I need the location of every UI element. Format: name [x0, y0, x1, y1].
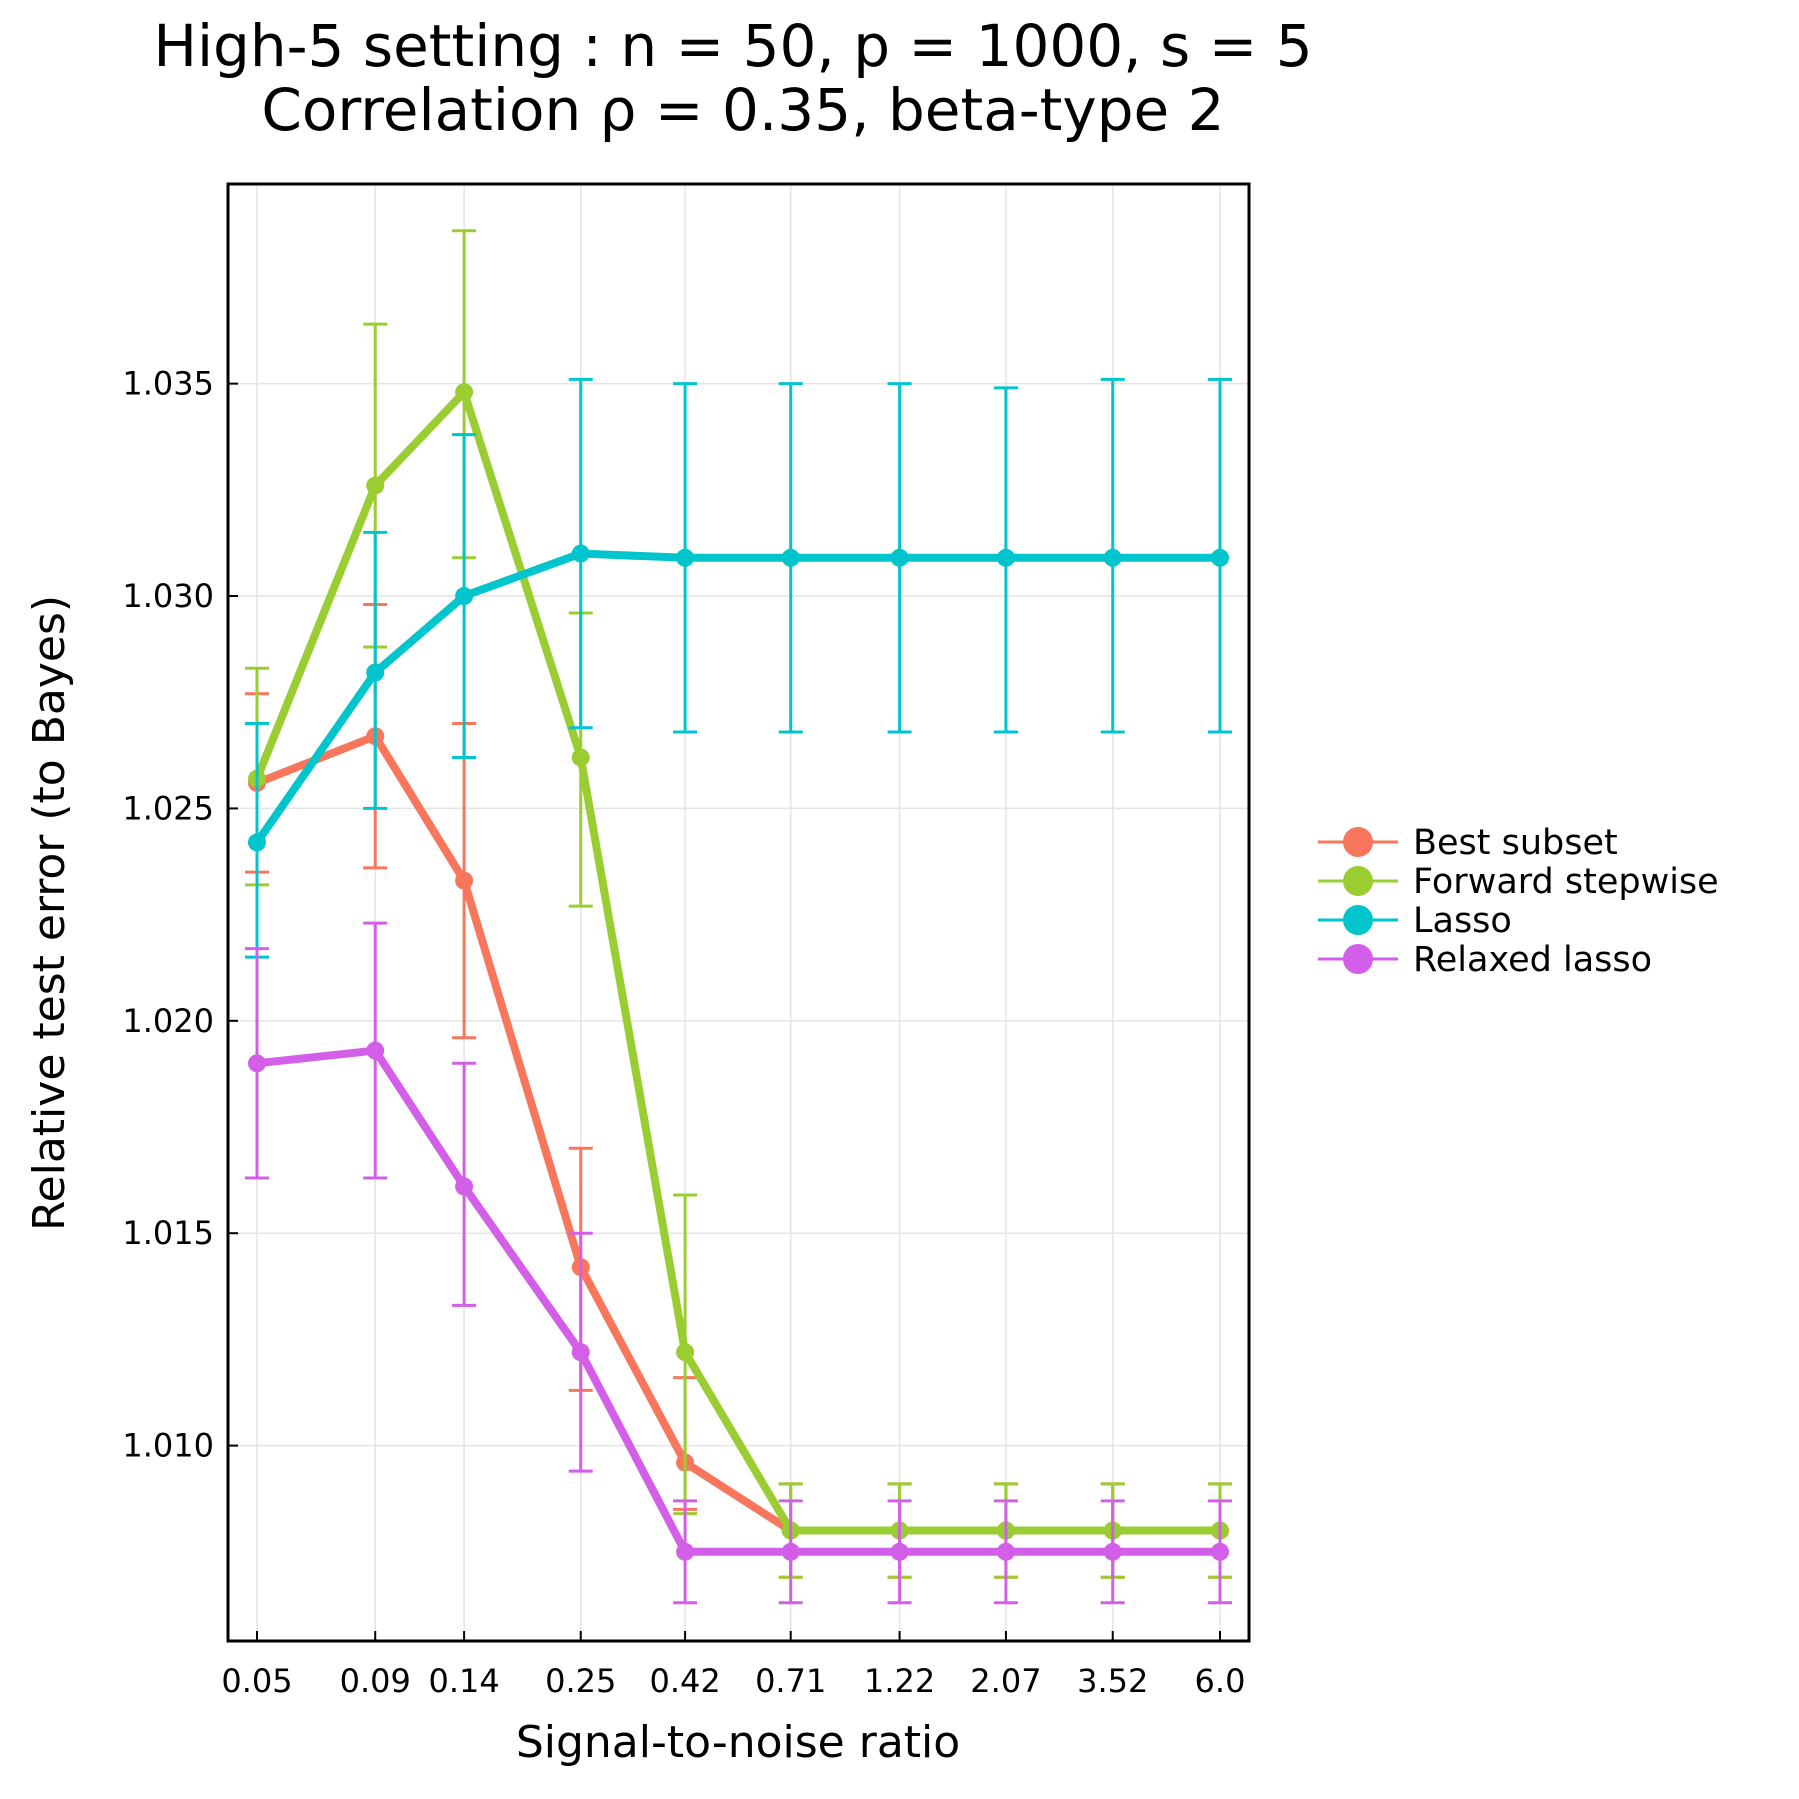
data-point	[571, 748, 590, 767]
data-point	[781, 1542, 800, 1561]
data-point	[890, 1542, 909, 1561]
x-tick-label: 0.09	[340, 1662, 411, 1700]
x-tick-label: 0.25	[545, 1662, 616, 1700]
data-point	[455, 383, 474, 402]
data-point	[1211, 1542, 1229, 1561]
legend-item: Best subset	[1318, 823, 1618, 863]
y-tick-label: 1.020	[122, 1002, 214, 1040]
data-point	[571, 1343, 590, 1362]
data-point	[781, 548, 800, 567]
x-tick-label: 0.71	[755, 1662, 826, 1700]
axis-ticks: 0.05 0.09 0.14 0.25 0.42 0.71 1.22 2.07 3.52 6.0 1…	[122, 365, 1245, 1700]
x-tick-label: 0.05	[221, 1662, 292, 1700]
data-point	[996, 1542, 1015, 1561]
legend-item: Forward stepwise	[1318, 862, 1719, 902]
data-point	[366, 663, 385, 682]
x-tick-label: 2.07	[970, 1662, 1041, 1700]
chart-title-line-2: Correlation ρ = 0.35, beta-type 2	[261, 76, 1224, 144]
data-point	[455, 587, 474, 606]
series-layer	[245, 229, 1232, 1605]
legend-marker	[1343, 944, 1373, 974]
data-point	[1211, 548, 1229, 567]
legend-marker	[1343, 866, 1373, 896]
series-line	[253, 388, 1224, 1535]
series-best-subset	[245, 603, 1232, 1579]
legend-label: Best subset	[1413, 823, 1618, 863]
data-point	[366, 476, 385, 495]
x-tick-label: 0.42	[649, 1662, 720, 1700]
grid-lines	[228, 184, 1249, 1641]
data-point	[676, 1343, 695, 1362]
series-line	[253, 549, 1224, 847]
legend-label: Forward stepwise	[1413, 862, 1719, 902]
data-point	[571, 544, 590, 563]
y-tick-label: 1.025	[122, 789, 214, 827]
data-point	[248, 833, 266, 852]
series-lasso	[245, 377, 1232, 959]
data-point	[676, 548, 695, 567]
y-axis-label: Relative test error (to Bayes)	[24, 595, 75, 1231]
data-point	[1103, 1542, 1122, 1561]
data-point	[996, 548, 1015, 567]
x-axis-label: Signal-to-noise ratio	[516, 1717, 960, 1768]
data-point	[248, 1054, 266, 1073]
legend-label: Relaxed lasso	[1413, 940, 1652, 980]
legend-marker	[1343, 905, 1373, 935]
legend-item: Lasso	[1318, 901, 1512, 941]
data-point	[366, 1041, 385, 1060]
data-point	[455, 871, 474, 890]
data-point	[890, 548, 909, 567]
legend-item: Relaxed lasso	[1318, 940, 1652, 980]
x-tick-label: 6.0	[1195, 1662, 1246, 1700]
y-tick-label: 1.010	[122, 1427, 214, 1465]
series-forward-stepwise	[245, 229, 1232, 1579]
x-tick-label: 1.22	[864, 1662, 935, 1700]
series-line	[253, 1046, 1224, 1556]
legend-label: Lasso	[1413, 901, 1512, 941]
x-tick-label: 0.14	[428, 1662, 499, 1700]
legend-marker	[1343, 827, 1373, 857]
x-tick-label: 3.52	[1077, 1662, 1148, 1700]
y-tick-label: 1.015	[122, 1214, 214, 1252]
plot-frame	[226, 182, 1251, 1643]
series-line	[253, 732, 1224, 1535]
series-relaxed-lasso	[245, 921, 1232, 1605]
data-point	[455, 1177, 474, 1196]
y-tick-label: 1.030	[122, 577, 214, 615]
chart-title-line-1: High-5 setting : n = 50, p = 1000, s = 5	[153, 12, 1312, 80]
data-point	[1103, 548, 1122, 567]
data-point	[676, 1542, 695, 1561]
y-tick-label: 1.035	[122, 365, 214, 403]
